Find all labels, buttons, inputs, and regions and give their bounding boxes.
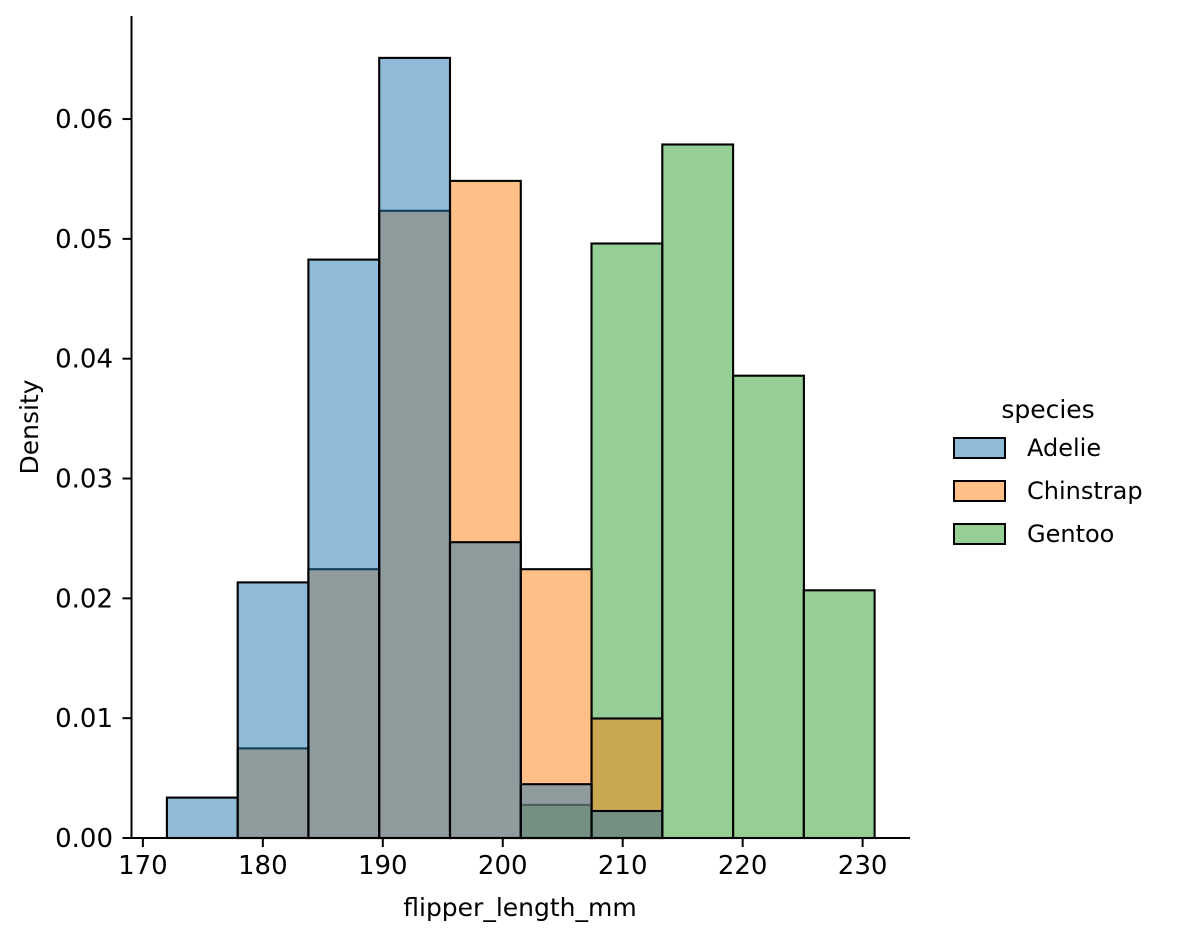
axes-layer: 170 180 190 200 210 220 230 0.00 0.01 0.02 0.03 0.0… (55, 16, 910, 881)
legend-title: species (1001, 395, 1095, 424)
legend-label: Chinstrap (1027, 477, 1143, 505)
y-tick-label: 0.04 (55, 345, 113, 375)
x-tick-label: 220 (718, 851, 768, 881)
x-tick-label: 230 (838, 851, 888, 881)
histogram-bar-adelie-bin3 (378, 56, 452, 840)
y-tick-label: 0.00 (55, 824, 113, 854)
histogram-bar-adelie-bin1 (236, 581, 310, 840)
legend-entry-adelie: Adelie (953, 434, 1153, 462)
legend-swatch-gentoo (953, 523, 1006, 545)
legend-swatch-adelie (953, 437, 1006, 459)
histogram-bar-adelie-bin5 (519, 783, 593, 840)
histogram-bar-gentoo-bin8 (732, 374, 805, 840)
y-tick-label: 0.02 (55, 584, 113, 614)
y-axis-label: Density (15, 379, 44, 474)
legend-swatch-fill (955, 439, 1004, 457)
x-tick-label: 210 (598, 851, 648, 881)
legend-entry-gentoo: Gentoo (953, 520, 1153, 548)
histogram-bar-gentoo-bin9 (802, 589, 876, 840)
histogram-bar-adelie-bin6 (590, 809, 664, 840)
y-tick-label: 0.01 (55, 704, 113, 734)
histogram-bar-adelie-bin0 (165, 796, 239, 840)
legend: species Adelie Chinstrap Gentoo (953, 395, 1153, 566)
y-tick-label: 0.03 (55, 465, 113, 495)
x-axis-label: flipper_length_mm (403, 893, 636, 922)
legend-swatch-chinstrap (953, 480, 1006, 502)
x-tick-label: 190 (358, 851, 408, 881)
legend-label: Adelie (1027, 434, 1102, 462)
y-tick-label: 0.06 (55, 105, 113, 135)
legend-swatch-fill (955, 482, 1004, 500)
x-tick-label: 200 (478, 851, 528, 881)
legend-swatch-fill (955, 525, 1004, 543)
bars-layer (165, 56, 876, 840)
x-tick-label: 170 (118, 851, 168, 881)
histogram-bar-adelie-bin2 (307, 258, 381, 840)
legend-label: Gentoo (1027, 520, 1115, 548)
y-tick-label: 0.05 (55, 225, 113, 255)
histogram-bar-adelie-bin4 (448, 541, 522, 840)
legend-entries: Adelie Chinstrap Gentoo (953, 434, 1153, 548)
histogram-bar-gentoo-bin7 (661, 143, 735, 840)
legend-entry-chinstrap: Chinstrap (953, 477, 1153, 505)
x-tick-label: 180 (238, 851, 288, 881)
